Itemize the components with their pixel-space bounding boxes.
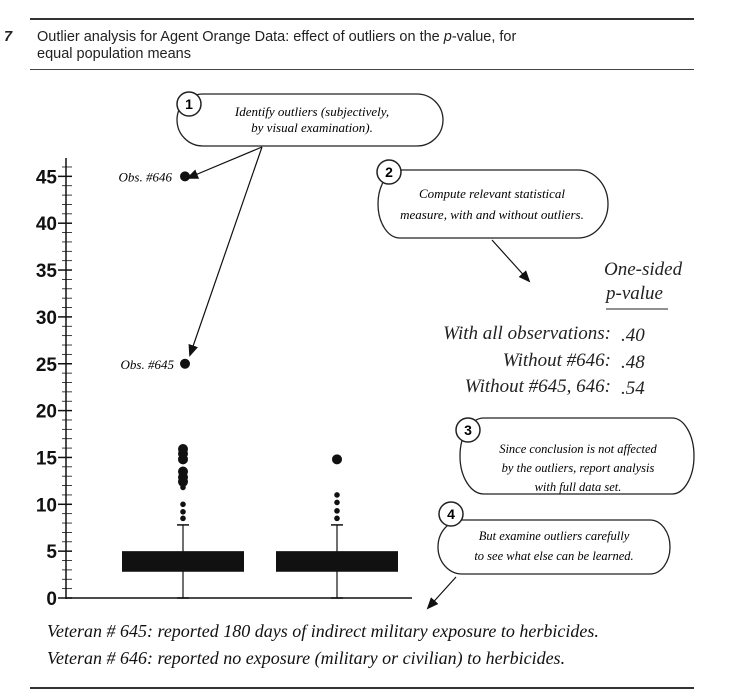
callout-2-line-1: Compute relevant statistical — [419, 186, 565, 201]
outlier-point — [334, 508, 340, 514]
bottom-rule — [30, 687, 694, 689]
step-1-badge — [176, 91, 202, 117]
obs-645-label: Obs. #645 — [121, 357, 175, 372]
y-tick-label: 35 — [36, 261, 58, 282]
outlier-point — [180, 358, 190, 369]
pvalue-header-line-2: p-value — [606, 283, 663, 304]
pvalue-row-3-value: .54 — [621, 378, 645, 399]
y-tick-label: 15 — [36, 448, 58, 469]
y-axis: 0 5 10 15 20 25 30 35 40 45 — [36, 158, 412, 610]
step-2-badge — [376, 159, 402, 185]
figure-number: 7 — [4, 29, 13, 45]
pvalue-row-1-value: .40 — [621, 325, 645, 346]
y-tick-label: 40 — [36, 214, 57, 235]
pvalue-row-2-value: .48 — [621, 352, 645, 373]
box-body — [276, 551, 398, 572]
y-tick-label: 25 — [36, 355, 58, 376]
y-tick-label: 20 — [36, 402, 57, 423]
callout-2: 2 Compute relevant statistical measure, … — [376, 159, 609, 239]
step-3-number: 3 — [464, 422, 472, 438]
y-tick-label: 5 — [46, 542, 57, 563]
top-rule — [30, 18, 694, 20]
callout-4-line-2: to see what else can be learned. — [474, 549, 633, 563]
callout-1-line-2: by visual examination). — [251, 120, 373, 135]
y-tick-label: 10 — [36, 495, 57, 516]
callout-1-line-1: Identify outliers (subjectively, — [234, 104, 389, 119]
caption-text-1a: Outlier analysis for Agent Orange Data: … — [37, 29, 444, 45]
outlier-point — [334, 492, 340, 498]
obs-646-label: Obs. #646 — [119, 169, 173, 184]
figure-caption: 7 Outlier analysis for Agent Orange Data:… — [4, 29, 516, 63]
callout-3: 3 Since conclusion is not affected by th… — [455, 417, 695, 495]
outlier-point — [180, 171, 190, 182]
outlier-point — [180, 501, 186, 508]
callout-1: 1 Identify outliers (subjectively, by vi… — [176, 91, 444, 147]
pvalue-header-line-1: One-sided — [604, 259, 683, 280]
y-ticks: 0 5 10 15 20 25 30 35 40 45 — [36, 166, 72, 610]
outlier-point — [332, 454, 342, 465]
pvalue-row-2-label: Without #646: — [502, 350, 611, 371]
caption-text-1b: p — [443, 29, 452, 45]
outlier-point — [334, 515, 340, 522]
callout-3-line-1: Since conclusion is not affected — [499, 442, 657, 456]
y-tick-label: 0 — [46, 589, 57, 610]
outlier-point — [178, 466, 188, 477]
outlier-point — [178, 444, 188, 455]
step-3-badge — [455, 417, 481, 443]
step-2-number: 2 — [385, 164, 393, 180]
box-body — [122, 551, 244, 572]
arrow-to-pvalues — [491, 239, 531, 283]
step-1-number: 1 — [185, 96, 193, 112]
caption-text-2: equal population means — [37, 46, 191, 62]
caption-rule — [30, 69, 694, 70]
footnote-645: Veteran # 645: reported 180 days of indi… — [47, 621, 599, 641]
step-4-badge — [438, 501, 464, 527]
callout-3-line-2: by the outliers, report analysis — [502, 461, 655, 475]
y-tick-label: 45 — [36, 167, 58, 188]
pvalue-row-1-label: With all observations: — [443, 323, 611, 344]
arrow-to-645 — [188, 146, 263, 357]
step-4-number: 4 — [447, 506, 455, 522]
caption-text-1c: -value, for — [451, 29, 517, 45]
outlier-point — [180, 508, 186, 515]
outlier-point — [180, 515, 186, 522]
callout-2-line-2: measure, with and without outliers. — [400, 207, 584, 222]
callout-4-line-1: But examine outliers carefully — [479, 529, 630, 543]
callout-4: 4 But examine outliers carefully to see … — [437, 501, 671, 575]
arrow-to-footnotes — [426, 576, 457, 610]
pvalue-row-3-label: Without #645, 646: — [464, 376, 611, 397]
y-tick-label: 30 — [36, 308, 57, 329]
arrow-to-646 — [186, 146, 263, 179]
outlier-point — [334, 499, 340, 506]
footnote-646: Veteran # 646: reported no exposure (mil… — [47, 648, 566, 668]
callout-3-line-3: with full data set. — [535, 480, 622, 494]
box-plots — [122, 171, 398, 599]
